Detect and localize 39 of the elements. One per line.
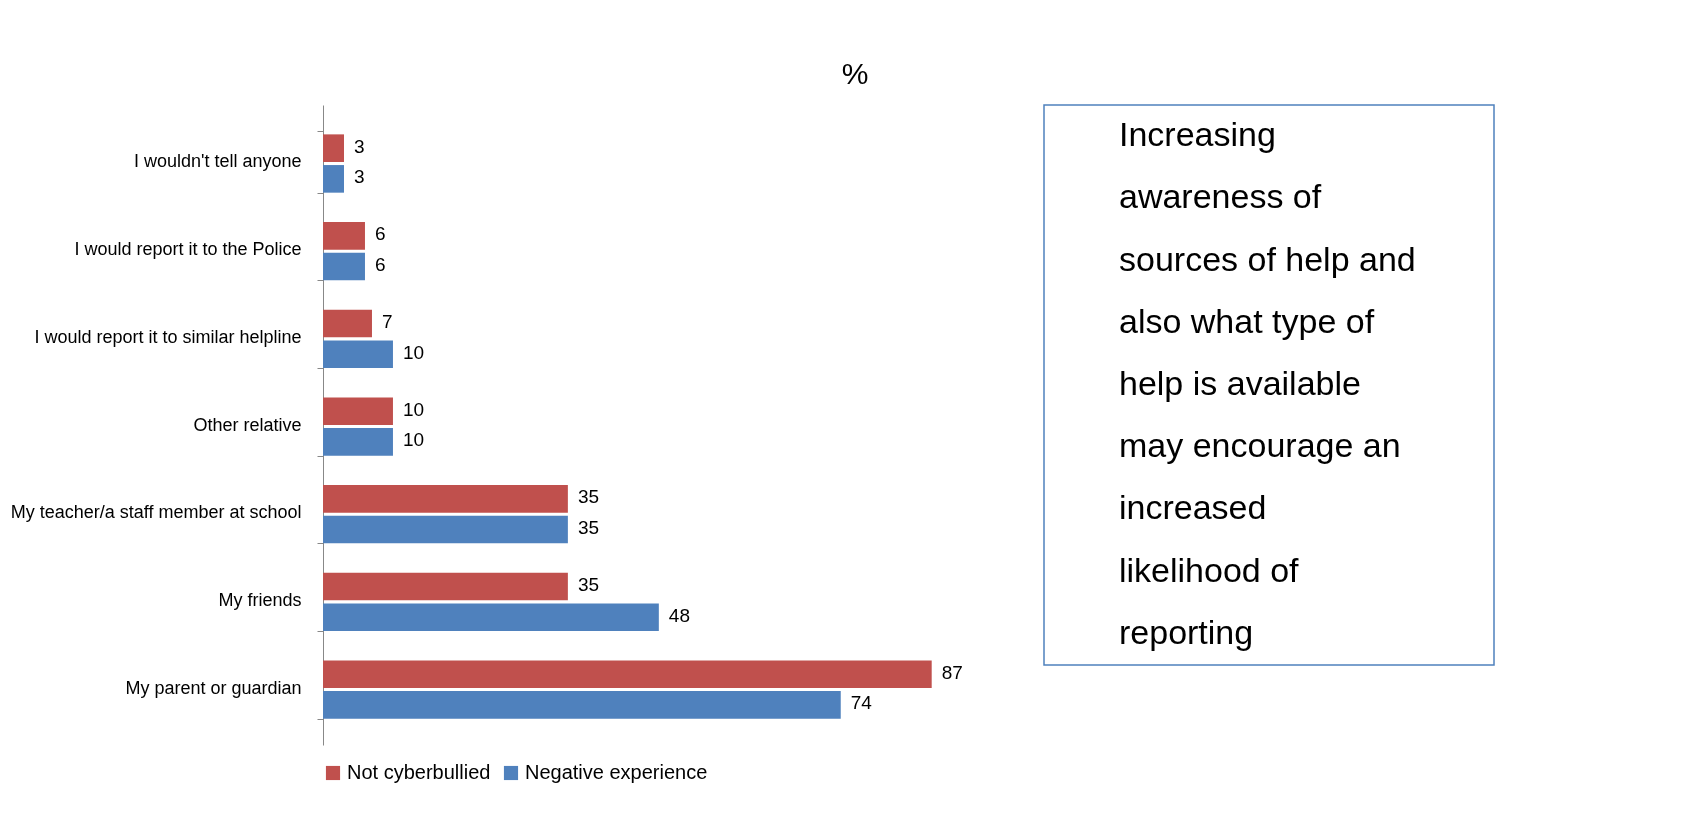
text: Increasing awareness of sources of help and also what type of help is available may encourage an increased likelihood of reporting (1119, 115, 1416, 651)
bar (323, 603, 659, 632)
data-label: 6 (374, 223, 386, 245)
y-tick-label: I would report it to the Police (74, 239, 302, 260)
y-tick-label: I would report it to similar helpline (34, 326, 302, 347)
data-label: 10 (402, 341, 425, 363)
data-label: 7 (381, 310, 393, 332)
y-tick-label: My parent or guardian (125, 677, 302, 698)
data-label: 35 (577, 486, 600, 508)
y-tick-label: I wouldn't tell anyone (133, 151, 302, 172)
text: % (841, 57, 869, 90)
data-label: 87 (941, 661, 963, 683)
bar (323, 397, 393, 425)
data-label: 35 (577, 517, 600, 539)
bar (323, 515, 568, 544)
bar (323, 134, 344, 162)
y-tick-label: My friends (218, 589, 302, 610)
bar (323, 252, 365, 281)
data-label: 3 (353, 135, 365, 157)
legend-label: Not cyberbullied (347, 761, 491, 783)
data-label: 35 (577, 574, 600, 595)
data-label: 10 (402, 398, 425, 420)
data-label: 10 (402, 429, 425, 451)
bar (323, 572, 568, 601)
bar (323, 485, 568, 513)
y-tick-label: My teacher/a staff member at school (10, 502, 302, 523)
y-tick-label: Other relative (193, 414, 302, 435)
legend-label: Negative experience (525, 761, 708, 783)
bar (323, 428, 393, 456)
bar (323, 340, 393, 369)
bar (323, 309, 372, 338)
bar (323, 165, 344, 193)
data-label: 74 (850, 692, 873, 714)
data-label: 6 (374, 254, 386, 275)
bar (323, 222, 365, 250)
data-label: 48 (668, 604, 690, 626)
bar (323, 660, 932, 689)
data-label: 3 (353, 166, 365, 188)
bar (323, 691, 841, 719)
